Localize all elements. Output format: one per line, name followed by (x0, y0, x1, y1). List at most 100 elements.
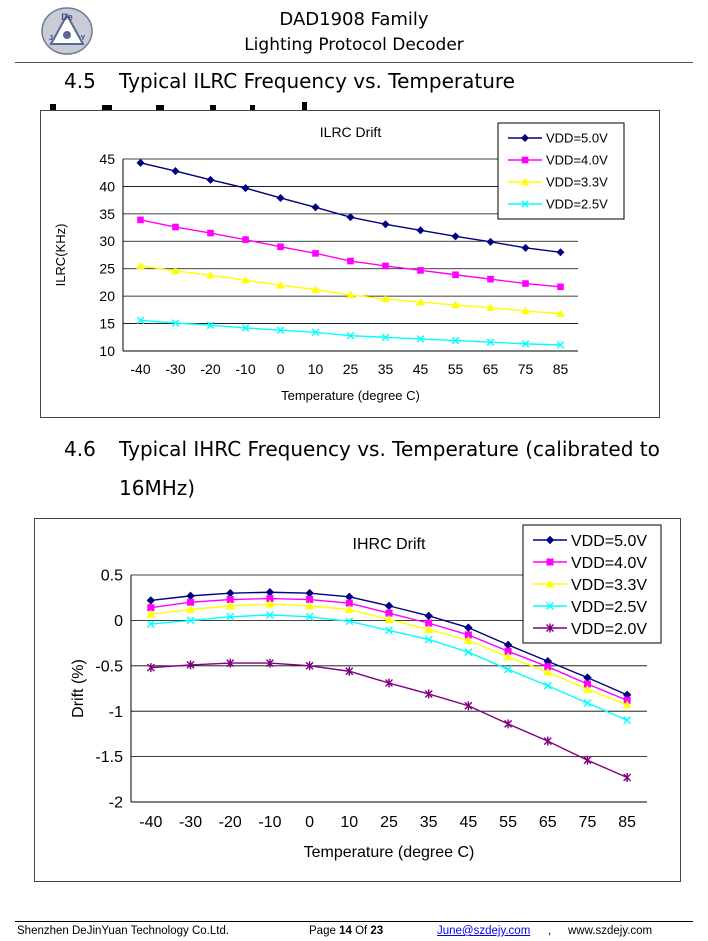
x-marker (623, 716, 632, 725)
diamond-marker (305, 588, 314, 598)
legend-item: VDD=5.0V (533, 533, 647, 550)
x-tick-label: 0 (277, 361, 285, 377)
diamond-marker (464, 623, 473, 632)
section-number: 4.6 (64, 437, 96, 461)
diamond-marker (384, 601, 394, 611)
section-title-continuation: 16MHz) (119, 476, 196, 500)
triangle-marker (206, 270, 215, 279)
square-marker (312, 250, 319, 257)
x-marker (206, 321, 215, 330)
square-marker (504, 647, 512, 655)
section-title: Typical IHRC Frequency vs. Temperature (… (119, 437, 660, 461)
y-tick-label: 30 (99, 233, 115, 249)
y-tick-label: 35 (99, 206, 115, 222)
triangle-marker (521, 306, 530, 315)
star-marker (345, 666, 354, 676)
x-marker (583, 699, 592, 708)
legend-label: VDD=2.5V (546, 197, 608, 212)
triangle-marker (463, 635, 473, 644)
square-marker (544, 663, 552, 671)
square-marker (382, 262, 389, 270)
series-vdd-5-0v (136, 158, 565, 257)
x-marker (424, 635, 433, 644)
triangle-marker (582, 684, 592, 693)
triangle-marker (381, 294, 390, 303)
x-marker (385, 626, 393, 635)
header-divider (15, 62, 693, 63)
legend-item: VDD=2.5V (508, 197, 608, 212)
x-marker (186, 616, 195, 625)
x-tick-label: 45 (413, 361, 429, 377)
legend-item: VDD=4.0V (533, 555, 647, 572)
triangle-marker (346, 290, 355, 299)
ihrc-drift-chart: -2 -1.5 -1 -0.5 0 0.5 -40 -30 -20 -10 0 10 25 35 45 55 6… (34, 518, 681, 882)
legend-label: VDD=3.3V (546, 175, 608, 190)
x-tick-label: 25 (380, 814, 398, 831)
star-marker (583, 755, 592, 765)
y-tick-label: -2 (109, 795, 123, 812)
x-marker (464, 648, 473, 657)
x-marker (146, 620, 155, 629)
x-tick-label: -10 (258, 814, 281, 831)
triangle-marker (545, 579, 555, 588)
legend-item: VDD=3.3V (508, 175, 608, 190)
star-marker (504, 719, 513, 729)
x-tick-label: 65 (539, 814, 557, 831)
y-tick-label: 20 (99, 288, 115, 304)
star-marker (305, 661, 314, 671)
section-heading-4-6: 4.6 Typical IHRC Frequency vs. Temperatu… (64, 439, 684, 463)
x-marker (416, 335, 425, 343)
square-marker (207, 229, 214, 237)
x-marker (521, 340, 530, 348)
page-word: Page (309, 925, 336, 937)
x-marker (311, 328, 320, 337)
diamond-marker (486, 237, 495, 246)
series-vdd-2-5v (136, 316, 565, 349)
diamond-marker (503, 640, 513, 650)
diamond-marker (265, 588, 275, 597)
square-marker (521, 156, 529, 164)
square-marker (464, 631, 472, 639)
x-tick-label: 45 (459, 814, 477, 831)
footer-email-link[interactable]: June@szdejy.com (437, 925, 531, 937)
triangle-marker (486, 303, 495, 311)
triangle-marker (225, 601, 235, 610)
square-marker (487, 275, 494, 283)
x-tick-label: -40 (130, 361, 150, 377)
star-marker (424, 689, 433, 699)
square-marker (187, 598, 195, 606)
square-marker (417, 267, 424, 274)
x-tick-label: 0 (305, 814, 314, 831)
y-tick-label: -1 (109, 704, 123, 721)
triangle-marker (311, 285, 320, 293)
triangle-marker (451, 300, 460, 309)
of-word: Of (355, 925, 368, 937)
square-marker (623, 696, 631, 704)
y-tick-label: -0.5 (95, 658, 123, 675)
x-tick-label: 85 (553, 361, 569, 377)
triangle-marker (265, 599, 275, 608)
legend-box (497, 122, 625, 220)
y-axis-label: Drift (%) (70, 659, 87, 718)
series-vdd-2-0v (146, 658, 632, 782)
x-tick-label: -20 (219, 814, 242, 831)
star-marker (146, 663, 155, 673)
diamond-marker (451, 232, 460, 241)
star-marker (265, 658, 274, 668)
ilrc-drift-plot: 10 15 20 25 30 35 40 45 -40 -30 -20 -10 0 10 25 35 45 55 6… (53, 122, 625, 403)
star-marker (546, 623, 554, 633)
triangle-marker (416, 297, 425, 306)
x-tick-label: 55 (448, 361, 464, 377)
diamond-marker (583, 673, 592, 682)
svg-text:J: J (49, 35, 53, 42)
triangle-marker (276, 280, 285, 289)
x-marker (226, 612, 235, 621)
diamond-marker (521, 243, 530, 252)
x-tick-label: 85 (618, 814, 636, 831)
triangle-marker (543, 667, 553, 676)
legend-label: VDD=2.5V (571, 599, 647, 616)
page-number: 14 (339, 925, 352, 937)
legend-label: VDD=3.3V (571, 577, 647, 594)
x-axis-label: Temperature (degree C) (281, 388, 420, 403)
triangle-marker (186, 605, 196, 614)
